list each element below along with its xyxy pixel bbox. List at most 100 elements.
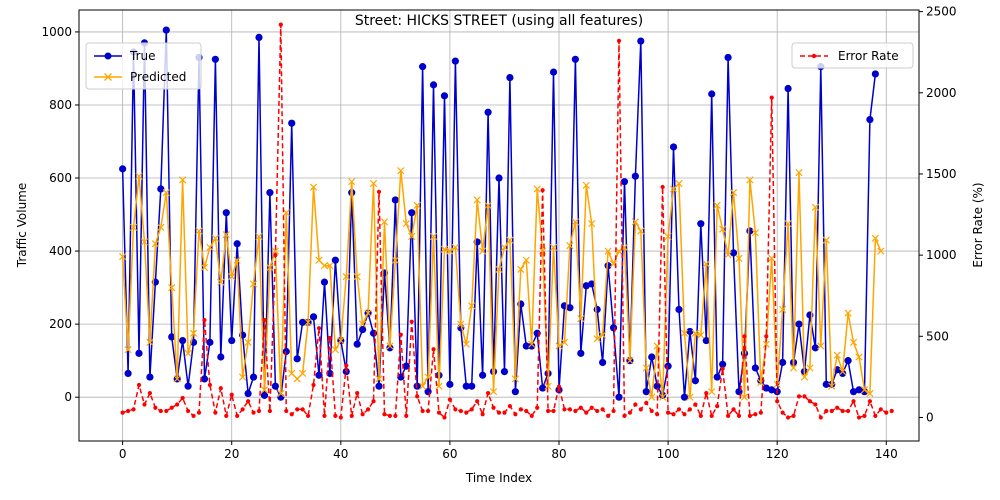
- data-point: [131, 407, 136, 412]
- data-point: [125, 408, 131, 414]
- data-point: [267, 408, 273, 414]
- data-point: [844, 357, 852, 365]
- data-point: [369, 179, 378, 188]
- data-point: [300, 407, 305, 412]
- data-point: [751, 229, 759, 237]
- data-point: [386, 342, 394, 350]
- data-point: [680, 329, 689, 337]
- data-point: [496, 410, 502, 415]
- data-point: [517, 265, 525, 273]
- data-point: [840, 408, 845, 414]
- data-point: [311, 382, 316, 388]
- data-point: [349, 413, 354, 418]
- data-point: [129, 223, 138, 231]
- data-point: [704, 391, 709, 396]
- data-point: [124, 346, 132, 354]
- data-point: [440, 92, 449, 100]
- data-point: [249, 373, 258, 381]
- data-point: [627, 410, 633, 415]
- data-point: [168, 333, 176, 341]
- x-tick-label: 0: [119, 447, 127, 461]
- data-point: [811, 203, 819, 211]
- data-point: [529, 413, 534, 418]
- data-point: [211, 234, 219, 242]
- data-point: [622, 413, 627, 418]
- data-point: [676, 407, 682, 412]
- data-point: [273, 253, 278, 258]
- data-point: [813, 402, 818, 407]
- data-point: [409, 319, 414, 324]
- data-point: [648, 393, 656, 401]
- data-point: [408, 209, 416, 217]
- data-point: [320, 278, 329, 286]
- data-point: [360, 412, 365, 417]
- data-point: [784, 84, 792, 93]
- data-point: [867, 399, 873, 404]
- data-point: [669, 143, 678, 151]
- right-tick-label: 1000: [926, 248, 957, 262]
- data-point: [206, 338, 214, 346]
- data-point: [611, 408, 616, 414]
- data-point: [878, 407, 883, 412]
- y-axis-label: Traffic Volume: [15, 183, 29, 269]
- data-point: [584, 410, 589, 415]
- data-point: [364, 309, 372, 317]
- data-point: [871, 70, 879, 78]
- data-point: [599, 331, 607, 339]
- legend-true-label: True: [129, 49, 156, 63]
- data-point: [353, 340, 361, 348]
- data-point: [562, 407, 567, 412]
- data-point: [489, 388, 498, 396]
- data-point: [158, 408, 163, 414]
- data-point: [337, 336, 345, 345]
- data-point: [359, 320, 367, 328]
- data-point: [284, 408, 289, 414]
- data-point: [631, 172, 639, 180]
- data-point: [620, 178, 629, 186]
- data-point: [185, 408, 191, 414]
- data-point: [228, 273, 236, 281]
- data-point: [506, 73, 514, 82]
- data-point: [682, 412, 687, 417]
- data-point: [168, 283, 176, 292]
- data-point: [175, 402, 180, 407]
- data-point: [828, 382, 836, 390]
- data-point: [746, 227, 754, 235]
- data-point: [293, 375, 301, 383]
- y-tick-label: 400: [49, 244, 72, 258]
- data-point: [779, 358, 787, 367]
- data-point: [475, 399, 480, 404]
- data-point: [305, 413, 311, 418]
- data-point: [255, 232, 263, 241]
- data-point: [571, 218, 579, 226]
- data-point: [397, 373, 405, 381]
- data-point: [391, 256, 399, 264]
- data-point: [184, 382, 192, 390]
- x-tick-label: 140: [875, 447, 898, 461]
- series-line: [121, 169, 882, 398]
- data-point: [698, 413, 703, 418]
- data-point: [549, 243, 558, 252]
- data-point: [855, 353, 863, 361]
- data-point: [217, 278, 225, 286]
- data-point: [595, 408, 600, 414]
- series-error-rate: [120, 22, 894, 420]
- data-point: [500, 368, 509, 376]
- data-point: [464, 410, 469, 415]
- data-point: [479, 247, 487, 255]
- data-point: [589, 405, 594, 410]
- data-point: [293, 355, 301, 363]
- legend-predicted-label: Predicted: [130, 70, 186, 84]
- data-point: [256, 408, 262, 414]
- legend-right-frame: [791, 42, 914, 69]
- data-point: [655, 412, 660, 417]
- data-point: [800, 373, 809, 381]
- data-point: [802, 394, 807, 399]
- data-point: [817, 342, 825, 350]
- data-point: [320, 262, 329, 270]
- data-point: [484, 108, 492, 116]
- data-point: [431, 347, 436, 352]
- data-point: [446, 380, 454, 388]
- data-point: [251, 410, 256, 415]
- data-point: [877, 247, 885, 255]
